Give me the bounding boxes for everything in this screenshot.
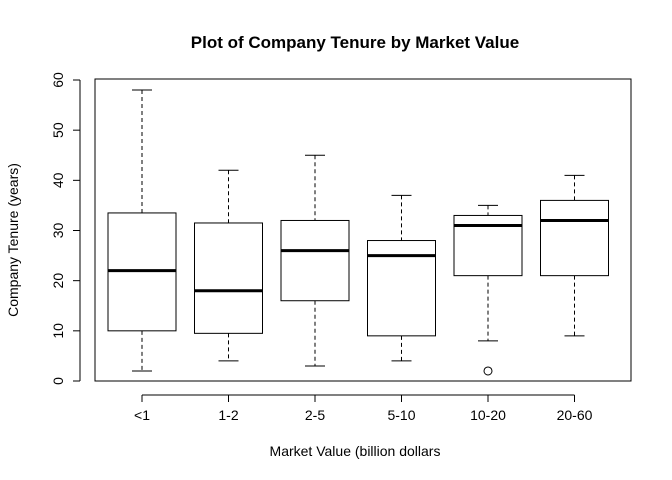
- y-tick-label: 60: [50, 72, 66, 88]
- y-tick-label: 10: [50, 323, 66, 339]
- box-5: [453, 204, 523, 376]
- x-axis-label: Market Value (billion dollars: [270, 443, 441, 459]
- chart-title: Plot of Company Tenure by Market Value: [191, 33, 519, 52]
- y-tick-label: 20: [50, 273, 66, 289]
- box-1: [107, 89, 177, 372]
- box-3: [280, 154, 350, 367]
- x-tick-label: 5-10: [387, 407, 415, 423]
- x-tick-label: 10-20: [470, 407, 506, 423]
- box-6: [540, 174, 609, 337]
- box-4: [367, 194, 436, 362]
- boxes-group: [107, 89, 609, 376]
- x-tick-label: 1-2: [218, 407, 238, 423]
- y-tick-label: 50: [50, 122, 66, 138]
- y-axis: 0 10 20 30 40 50 60: [50, 72, 81, 385]
- x-axis: <1 1-2 2-5 5-10 10-20 20-60: [134, 394, 593, 423]
- y-axis-label: Company Tenure (years): [5, 163, 21, 317]
- y-tick-label: 0: [50, 377, 66, 385]
- box-2: [194, 169, 263, 362]
- box-iqr: [540, 199, 609, 277]
- x-tick-label: 2-5: [305, 407, 325, 423]
- outlier-point: [483, 366, 493, 376]
- y-tick-label: 40: [50, 172, 66, 188]
- box-iqr: [194, 222, 263, 334]
- x-tick-label: <1: [134, 407, 150, 423]
- plot-frame: [94, 78, 632, 382]
- x-tick-label: 20-60: [557, 407, 593, 423]
- box-iqr: [280, 219, 350, 302]
- y-tick-label: 30: [50, 223, 66, 239]
